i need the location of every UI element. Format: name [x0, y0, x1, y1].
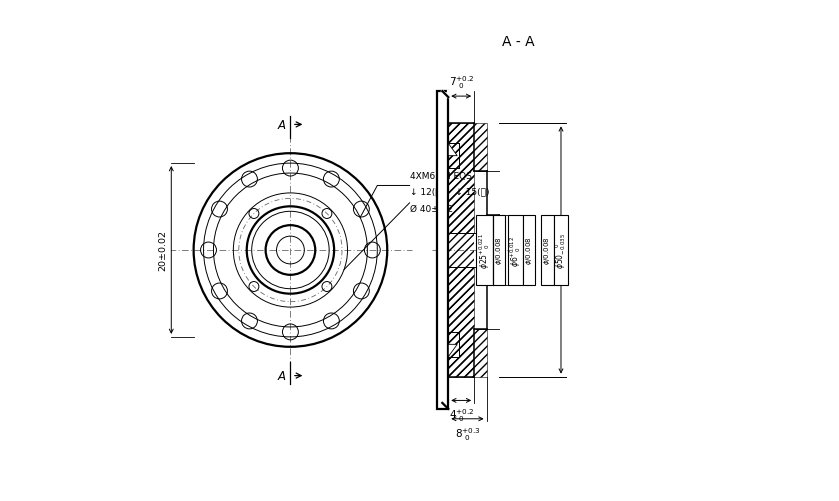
Text: Ø 40±0.2: Ø 40±0.2 [410, 204, 453, 213]
Text: A: A [278, 369, 285, 382]
Text: $\phi/0.008$: $\phi/0.008$ [524, 236, 534, 265]
Text: $4^{+0.2}_{\ 0}$: $4^{+0.2}_{\ 0}$ [449, 407, 474, 423]
Bar [437, 92, 448, 409]
Text: 4XM6·7H EQS: 4XM6·7H EQS [410, 171, 472, 180]
Text: $8^{+0.3}_{\ 0}$: $8^{+0.3}_{\ 0}$ [455, 425, 480, 442]
Bar [554, 216, 569, 285]
Text: A: A [278, 119, 285, 132]
Text: ↓ 12(螺纹)  ↓ 15(孔): ↓ 12(螺纹) ↓ 15(孔) [410, 186, 490, 195]
Polygon shape [448, 345, 457, 357]
Text: $\phi50^{\ \ \ \ 0}_{-0.035}$: $\phi50^{\ \ \ \ 0}_{-0.035}$ [554, 232, 569, 269]
Text: $\phi/0.008$: $\phi/0.008$ [542, 236, 552, 265]
Bar [493, 216, 505, 285]
Bar [508, 216, 523, 285]
Text: A - A: A - A [503, 36, 535, 50]
Text: $7^{+0.2}_{\ 0}$: $7^{+0.2}_{\ 0}$ [449, 74, 474, 91]
Bar [476, 216, 493, 285]
Text: $\phi/0.008$: $\phi/0.008$ [494, 236, 504, 265]
Text: 20±0.02: 20±0.02 [159, 230, 167, 271]
Bar [541, 216, 554, 285]
Polygon shape [448, 144, 457, 156]
Text: $\phi25^{+0.021}_{\ \ \ 0}$: $\phi25^{+0.021}_{\ \ \ 0}$ [477, 232, 492, 269]
Text: $\phi6^{+0.012}_{\ \ \ 0}$: $\phi6^{+0.012}_{\ \ \ 0}$ [508, 235, 523, 266]
Bar [448, 124, 474, 377]
Bar [523, 216, 535, 285]
